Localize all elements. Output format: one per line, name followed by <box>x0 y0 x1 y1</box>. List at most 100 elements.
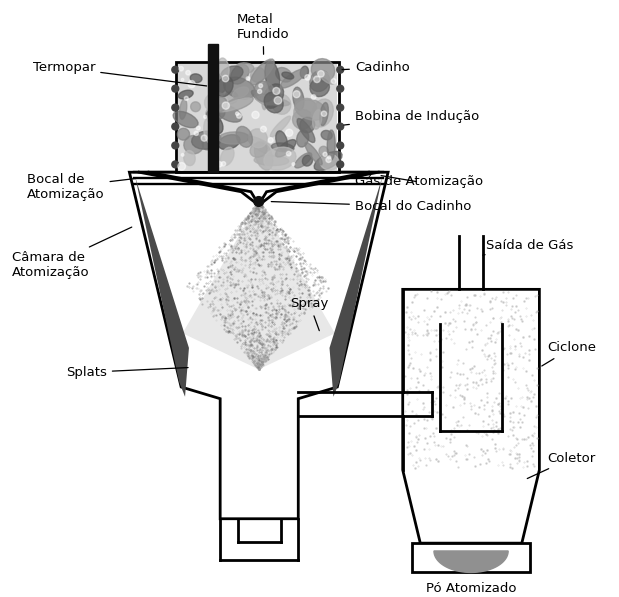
Circle shape <box>287 151 291 156</box>
Polygon shape <box>180 99 187 119</box>
Polygon shape <box>173 111 198 128</box>
Circle shape <box>326 157 331 162</box>
Polygon shape <box>302 155 313 166</box>
Polygon shape <box>225 91 238 103</box>
Circle shape <box>172 142 179 149</box>
Polygon shape <box>177 128 189 140</box>
Text: Spray: Spray <box>290 297 329 331</box>
Polygon shape <box>231 64 249 84</box>
Polygon shape <box>263 84 284 109</box>
Polygon shape <box>311 59 335 82</box>
Polygon shape <box>216 104 242 122</box>
Polygon shape <box>271 116 290 137</box>
Circle shape <box>268 138 273 143</box>
Bar <box>178 64 337 170</box>
Polygon shape <box>292 109 313 129</box>
Circle shape <box>327 156 331 159</box>
Polygon shape <box>221 66 243 81</box>
Polygon shape <box>219 134 240 150</box>
Text: Câmara de
Atomização: Câmara de Atomização <box>12 227 132 279</box>
Circle shape <box>323 152 327 156</box>
Circle shape <box>178 162 186 170</box>
Polygon shape <box>209 115 223 134</box>
Polygon shape <box>251 67 265 82</box>
Circle shape <box>214 67 218 71</box>
Polygon shape <box>202 132 217 150</box>
Polygon shape <box>254 81 274 102</box>
Polygon shape <box>314 152 342 171</box>
Polygon shape <box>210 105 225 119</box>
Polygon shape <box>310 78 329 97</box>
Circle shape <box>179 66 183 71</box>
Circle shape <box>172 104 179 111</box>
Polygon shape <box>236 63 254 73</box>
Text: Bobina de Indução: Bobina de Indução <box>344 110 479 125</box>
Polygon shape <box>317 69 334 84</box>
Polygon shape <box>327 130 335 161</box>
Circle shape <box>331 79 336 84</box>
Circle shape <box>222 102 230 109</box>
Polygon shape <box>265 61 280 93</box>
Polygon shape <box>257 96 276 104</box>
Circle shape <box>194 131 198 136</box>
Circle shape <box>314 76 320 82</box>
Polygon shape <box>223 77 255 99</box>
Polygon shape <box>210 72 225 93</box>
Circle shape <box>337 104 344 111</box>
Circle shape <box>172 161 179 168</box>
Circle shape <box>184 96 188 100</box>
Text: Bocal do Cadinho: Bocal do Cadinho <box>271 200 471 213</box>
Bar <box>176 62 339 172</box>
Circle shape <box>318 70 324 77</box>
Text: Metal
Fundido: Metal Fundido <box>237 13 290 54</box>
Text: Saída de Gás: Saída de Gás <box>483 239 573 255</box>
Polygon shape <box>297 130 309 147</box>
Circle shape <box>181 153 184 156</box>
Polygon shape <box>136 177 189 397</box>
Polygon shape <box>275 131 287 151</box>
Polygon shape <box>220 147 234 166</box>
Bar <box>412 543 530 573</box>
Polygon shape <box>219 132 249 144</box>
Circle shape <box>188 81 195 88</box>
Polygon shape <box>254 141 273 170</box>
Circle shape <box>254 196 264 207</box>
Circle shape <box>337 85 344 92</box>
Polygon shape <box>262 82 268 110</box>
Circle shape <box>273 87 280 94</box>
Polygon shape <box>320 154 339 170</box>
Polygon shape <box>251 59 274 85</box>
Polygon shape <box>191 102 201 112</box>
Text: Cadinho: Cadinho <box>342 61 410 74</box>
Circle shape <box>337 142 344 149</box>
Circle shape <box>261 126 266 132</box>
Circle shape <box>292 163 295 165</box>
Polygon shape <box>190 74 202 82</box>
Circle shape <box>285 129 293 136</box>
Polygon shape <box>192 131 221 149</box>
Polygon shape <box>264 92 283 113</box>
Polygon shape <box>184 150 195 165</box>
Polygon shape <box>204 93 228 112</box>
Text: Gás de Atomização: Gás de Atomização <box>355 176 483 189</box>
Circle shape <box>305 75 310 80</box>
Polygon shape <box>321 130 332 140</box>
Polygon shape <box>223 96 253 111</box>
Polygon shape <box>320 103 328 125</box>
Circle shape <box>252 111 259 118</box>
Polygon shape <box>129 172 388 519</box>
Circle shape <box>259 84 262 88</box>
Circle shape <box>246 77 249 80</box>
Polygon shape <box>204 118 215 143</box>
Polygon shape <box>248 129 267 147</box>
Text: Splats: Splats <box>66 366 188 379</box>
Polygon shape <box>216 77 233 97</box>
Circle shape <box>172 85 179 92</box>
Polygon shape <box>434 551 508 573</box>
Text: Termopar: Termopar <box>33 61 207 86</box>
Polygon shape <box>256 96 290 106</box>
Polygon shape <box>178 90 193 99</box>
Circle shape <box>172 66 179 73</box>
Circle shape <box>196 126 200 130</box>
Polygon shape <box>183 202 335 370</box>
